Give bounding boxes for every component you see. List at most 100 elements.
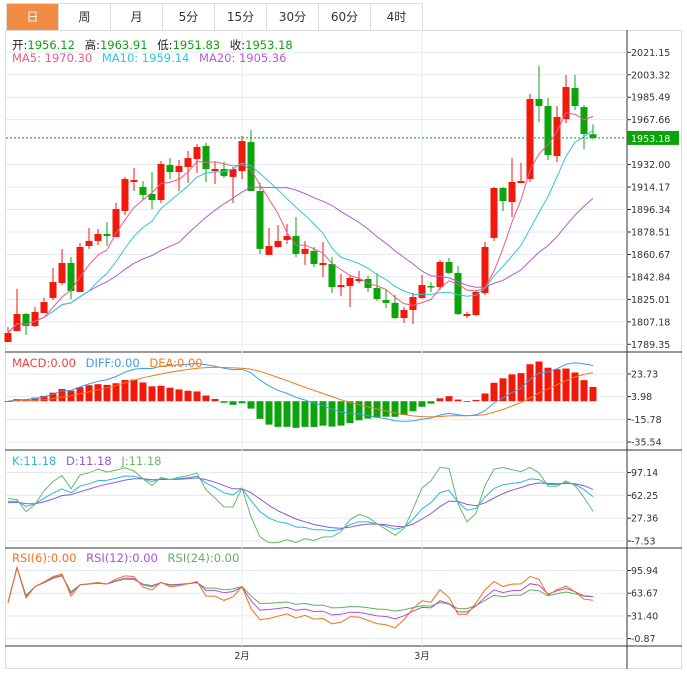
tab-5[interactable]: 30分 bbox=[267, 4, 319, 31]
diff-line bbox=[7, 362, 594, 422]
j-legend-value: J:11.18 bbox=[121, 454, 162, 468]
macd-bar bbox=[184, 390, 192, 402]
macd-bar bbox=[40, 395, 48, 402]
candle-body bbox=[22, 314, 30, 326]
candle-body bbox=[427, 286, 435, 288]
axis-label: -35.54 bbox=[631, 438, 662, 449]
k-line bbox=[7, 475, 594, 532]
macd-bar bbox=[409, 401, 417, 412]
tab-2[interactable]: 月 bbox=[111, 4, 163, 31]
tab-3[interactable]: 5分 bbox=[163, 4, 215, 31]
tab-4[interactable]: 15分 bbox=[215, 4, 267, 31]
period-tabs: 日周月 5分 15分 30分 60分 4时 bbox=[6, 3, 423, 31]
tab-1[interactable]: 周 bbox=[59, 4, 111, 31]
tab-0[interactable]: 日 bbox=[7, 4, 59, 31]
candle-body bbox=[391, 302, 399, 319]
macd-bar bbox=[139, 382, 147, 402]
candle-body bbox=[175, 165, 183, 173]
low-label: 低: bbox=[157, 38, 173, 52]
axis-label: 1896.34 bbox=[631, 205, 670, 216]
tab-6[interactable]: 60分 bbox=[319, 4, 371, 31]
low-value: 1951.83 bbox=[172, 38, 221, 52]
macd-bar bbox=[256, 401, 264, 419]
ma20-legend: MA20: 1905.36 bbox=[199, 51, 287, 65]
axis-label: 1807.18 bbox=[631, 317, 670, 328]
candle-body bbox=[310, 250, 318, 264]
candle-body bbox=[211, 169, 219, 172]
quote-legend: 开:1956.12 高:1963.91 低:1951.83 收:1953.18 bbox=[12, 37, 299, 53]
candle-body bbox=[139, 187, 147, 195]
macd-bar bbox=[103, 384, 111, 402]
candle-body bbox=[400, 309, 408, 319]
candle-body bbox=[436, 261, 444, 288]
macd-bar bbox=[391, 401, 399, 417]
candle-body bbox=[31, 311, 39, 326]
macd-legend: MACD:0.00 DIFF:0.00 DEA:0.00 bbox=[12, 356, 209, 370]
axis-label: 1878.51 bbox=[631, 227, 670, 238]
macd-bar bbox=[130, 379, 138, 402]
axis-label: 1932.00 bbox=[631, 160, 670, 171]
macd-bar bbox=[355, 401, 363, 421]
axis-label: -7.53 bbox=[631, 537, 656, 548]
axis-label: 63.67 bbox=[631, 589, 658, 600]
candle-body bbox=[130, 179, 138, 182]
macd-bar bbox=[148, 386, 156, 402]
j-line bbox=[7, 466, 594, 544]
candle-body bbox=[238, 141, 246, 172]
axis-label: 1967.66 bbox=[631, 115, 670, 126]
tab-7[interactable]: 4时 bbox=[371, 4, 423, 31]
kdj-legend: K:11.18 D:11.18 J:11.18 bbox=[12, 454, 168, 468]
macd-bar bbox=[517, 373, 525, 402]
candle-body bbox=[544, 106, 552, 156]
macd-bar bbox=[94, 384, 102, 402]
candle-body bbox=[589, 134, 597, 138]
high-label: 高: bbox=[84, 38, 100, 52]
d-line bbox=[7, 477, 594, 529]
candle-body bbox=[157, 163, 165, 201]
candle-body bbox=[346, 277, 354, 287]
macd-bar bbox=[535, 361, 543, 402]
chart-frame bbox=[5, 30, 682, 669]
macd-bar bbox=[418, 401, 426, 407]
macd-bar bbox=[364, 401, 372, 419]
candle-body bbox=[265, 245, 273, 255]
macd-bar bbox=[454, 399, 462, 402]
candle-body bbox=[76, 246, 84, 292]
macd-bar bbox=[211, 399, 219, 402]
macd-bar bbox=[571, 372, 579, 402]
axis-label: 23.73 bbox=[631, 370, 658, 381]
candle-body bbox=[562, 87, 570, 120]
rsi-legend: RSI(6):0.00 RSI(12):0.00 RSI(24):0.00 bbox=[12, 551, 245, 565]
macd-bar bbox=[328, 401, 336, 427]
macd-bar bbox=[436, 398, 444, 402]
candle-body bbox=[472, 291, 480, 316]
macd-bar bbox=[526, 364, 534, 402]
axis-label: 95.94 bbox=[631, 566, 658, 577]
candle-body bbox=[337, 285, 345, 288]
rsi24-line bbox=[7, 565, 594, 612]
macd-bar bbox=[544, 367, 552, 402]
candle-body bbox=[382, 300, 390, 303]
ma5-line bbox=[7, 112, 594, 334]
macd-bar bbox=[382, 401, 390, 417]
candle-body bbox=[220, 169, 228, 176]
macd-bar bbox=[121, 379, 129, 402]
last-price-label: 1953.18 bbox=[631, 134, 670, 145]
axis-label: 27.36 bbox=[631, 514, 658, 525]
macd-bar bbox=[481, 393, 489, 402]
candle-body bbox=[508, 181, 516, 203]
axis-label: 1789.35 bbox=[631, 340, 670, 351]
rsi6-line bbox=[7, 565, 594, 629]
candle-body bbox=[274, 240, 282, 247]
dea-legend-value: DEA:0.00 bbox=[149, 356, 203, 370]
axis-label: -15.78 bbox=[631, 415, 662, 426]
candle-body bbox=[94, 234, 102, 241]
ma5-legend: MA5: 1970.30 bbox=[12, 51, 93, 65]
axis-label: 1825.01 bbox=[631, 295, 670, 306]
macd-bar bbox=[265, 401, 273, 425]
candle-body bbox=[166, 164, 174, 173]
axis-label: 1914.17 bbox=[631, 183, 670, 194]
rsi6-legend-value: RSI(6):0.00 bbox=[12, 551, 77, 565]
candle-body bbox=[247, 142, 255, 192]
